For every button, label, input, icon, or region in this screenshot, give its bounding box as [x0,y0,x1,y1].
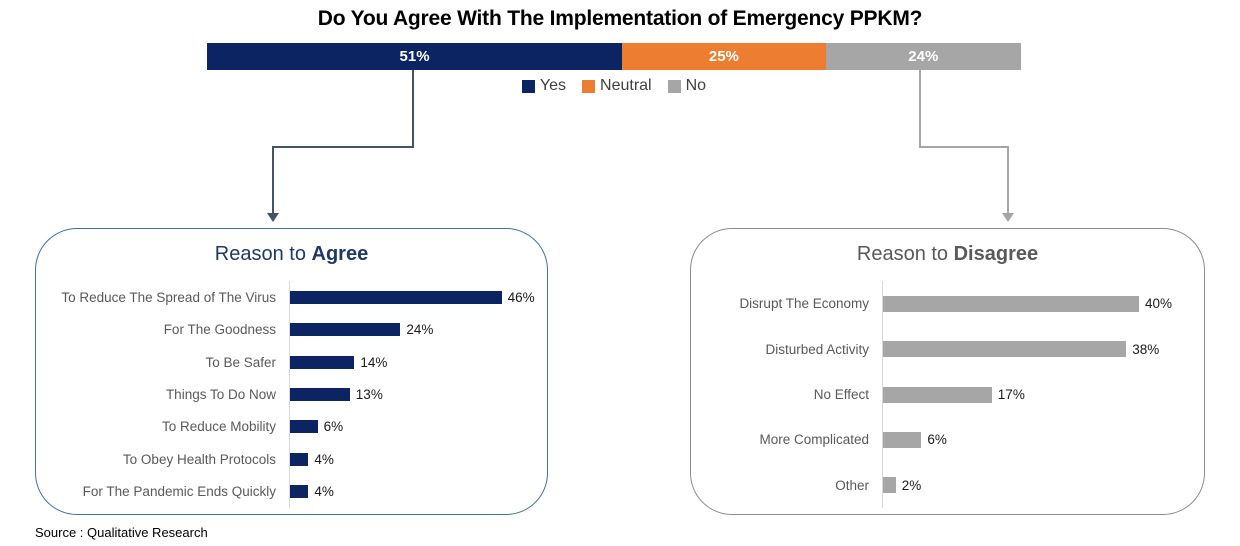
source-note: Source : Qualitative Research [35,525,208,540]
bar-row: To Obey Health Protocols 4% [36,443,539,476]
bar-row: Disrupt The Economy 40% [691,281,1196,327]
disagree-panel: Reason to Disagree Disrupt The Economy 40… [690,228,1205,515]
category-label: To Be Safer [205,354,276,370]
bar-track: 6% [882,417,1196,463]
legend-item-no: No [667,77,707,95]
bar [883,341,1127,358]
bar-track: 17% [882,371,1196,418]
bar-track: 13% [289,378,539,411]
category-label: For The Pandemic Ends Quickly [82,484,276,500]
stacked-segment-yes: 51% [207,43,623,70]
bar [883,431,922,448]
agree-panel-title: Reason to Agree [36,243,547,266]
value-label: 13% [355,386,383,402]
bar-track: 2% [882,462,1196,509]
agree-panel-title-emphasis: Agree [311,243,369,265]
disagree-connector-line-horizontal [919,146,1009,148]
legend-swatch [521,79,535,93]
agree-connector-line-vertical-top [412,70,414,147]
agree-connector-line-vertical-bottom [272,146,274,214]
disagree-bar-chart: Disrupt The Economy 40% Disturbed Activity… [691,281,1196,509]
bar-row: For The Pandemic Ends Quickly 4% [36,475,539,508]
category-label: Disturbed Activity [765,341,869,357]
bar [883,295,1139,312]
bar [290,355,355,369]
category-label: To Reduce Mobility [161,419,276,435]
bar-track: 4% [289,443,539,476]
category-label: To Obey Health Protocols [122,451,276,467]
disagree-connector-line-vertical-top [919,70,921,147]
value-label: 24% [406,322,434,338]
segment-value-label: 25% [708,48,739,65]
bar-track: 24% [289,313,539,346]
agree-connector-line-horizontal [272,146,414,148]
bar-row: For The Goodness 24% [36,313,539,346]
agree-panel-title-prefix: Reason to [214,243,312,265]
category-label: For The Goodness [163,322,276,338]
category-label: To Reduce The Spread of The Virus [61,289,276,305]
bar-track: 14% [289,345,539,379]
legend-item-neutral: Neutral [582,77,652,95]
legend-item-yes: Yes [521,77,567,95]
bar [290,452,309,466]
value-label: 14% [360,354,388,370]
legend-swatch [582,79,596,93]
value-label: 4% [314,484,334,500]
bar-row: No Effect 17% [691,371,1196,418]
disagree-panel-title-prefix: Reason to [856,243,954,265]
agree-bar-chart: To Reduce The Spread of The Virus 46% For … [36,281,539,508]
bar-row: Disturbed Activity 38% [691,326,1196,372]
category-label: Disrupt The Economy [739,296,869,312]
value-label: 4% [314,451,334,467]
stacked-segment-neutral: 25% [622,43,826,70]
agree-connector-arrowhead [267,213,279,222]
agree-panel: Reason to Agree To Reduce The Spread of … [35,228,548,515]
disagree-panel-title: Reason to Disagree [691,243,1204,266]
bar-row: To Be Safer 14% [36,345,539,379]
bar-row: Other 2% [691,462,1196,509]
disagree-panel-title-emphasis: Disagree [953,243,1039,265]
bar [290,323,401,337]
bar [883,386,992,403]
category-label: Things To Do Now [165,386,276,402]
bar-row: More Complicated 6% [691,417,1196,463]
legend-label: Neutral [600,77,652,94]
agreement-stacked-bar: 51% 25% 24% [207,43,1021,70]
bar [883,477,896,494]
category-label: Other [835,477,869,493]
bar-row: To Reduce Mobility 6% [36,410,539,444]
segment-value-label: 51% [399,48,430,65]
bar-track: 40% [882,281,1196,327]
bar-track: 38% [882,326,1196,372]
value-label: 6% [927,432,947,448]
bar-track: 46% [289,281,539,314]
bar-track: 4% [289,475,539,508]
bar [290,290,502,304]
value-label: 38% [1132,341,1160,357]
value-label: 46% [507,289,535,305]
legend-label: No [685,77,707,94]
legend-label: Yes [539,77,567,94]
bar-row: Things To Do Now 13% [36,378,539,411]
legend: Yes Neutral No [207,77,1021,95]
disagree-connector-line-vertical-bottom [1007,146,1009,214]
value-label: 40% [1145,296,1173,312]
bar [290,485,309,499]
category-label: More Complicated [759,432,869,448]
bar [290,420,318,434]
legend-swatch [667,79,681,93]
bar [290,387,350,401]
disagree-connector-arrowhead [1002,213,1014,222]
value-label: 17% [997,387,1025,403]
value-label: 2% [901,477,922,493]
stacked-segment-no: 24% [825,43,1021,70]
value-label: 6% [323,419,344,435]
bar-row: To Reduce The Spread of The Virus 46% [36,281,539,314]
category-label: No Effect [813,387,869,403]
main-title: Do You Agree With The Implementation of … [317,7,923,30]
bar-track: 6% [289,410,539,444]
segment-value-label: 24% [908,48,939,65]
